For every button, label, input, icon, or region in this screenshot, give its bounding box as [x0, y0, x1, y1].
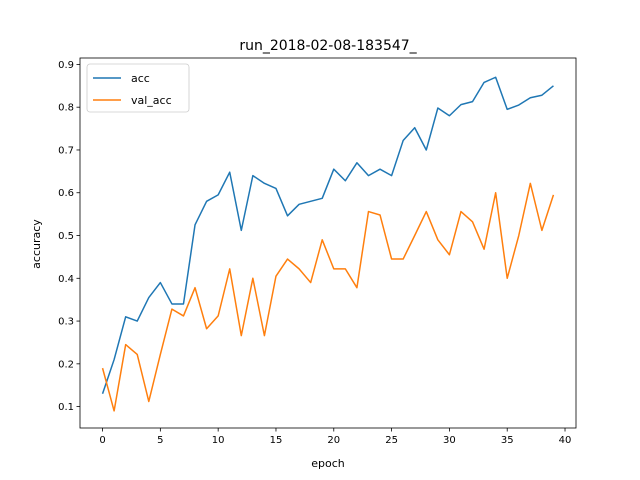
y-tick-label: 0.4 [58, 274, 74, 285]
y-tick-label: 0.1 [58, 402, 74, 413]
x-tick-label: 25 [385, 435, 398, 446]
x-tick-label: 30 [443, 435, 456, 446]
x-tick-label: 15 [270, 435, 283, 446]
y-axis-label: accuracy [30, 219, 43, 269]
series-line-acc [101, 76, 554, 395]
legend-label-acc: acc [131, 72, 150, 85]
chart-title: run_2018-02-08-183547_ [239, 38, 417, 54]
axes-frame [79, 57, 577, 429]
y-tick-label: 0.5 [58, 231, 74, 242]
plot-area: 0 5 10 15 20 25 30 35 40 0.1 0.2 0.3 0.4 0.5 0.6 0.7 0.8… [58, 57, 577, 446]
y-tick-label: 0.2 [58, 359, 74, 370]
x-tick-label: 35 [501, 435, 514, 446]
series-line-val-acc [101, 182, 555, 412]
x-tick-label: 20 [327, 435, 340, 446]
x-tick-label: 40 [559, 435, 572, 446]
x-tick-label: 5 [157, 435, 163, 446]
y-tick-label: 0.7 [58, 145, 74, 156]
x-tick-label: 0 [99, 435, 105, 446]
y-tick-label: 0.3 [58, 317, 74, 328]
legend: acc val_acc [86, 63, 190, 113]
y-tick-label: 0.6 [58, 188, 74, 199]
y-tick-label: 0.9 [58, 60, 74, 71]
x-tick-label: 10 [212, 435, 225, 446]
legend-label-val-acc: val_acc [131, 94, 172, 107]
x-axis-label: epoch [311, 457, 345, 470]
y-tick-label: 0.8 [58, 103, 74, 114]
